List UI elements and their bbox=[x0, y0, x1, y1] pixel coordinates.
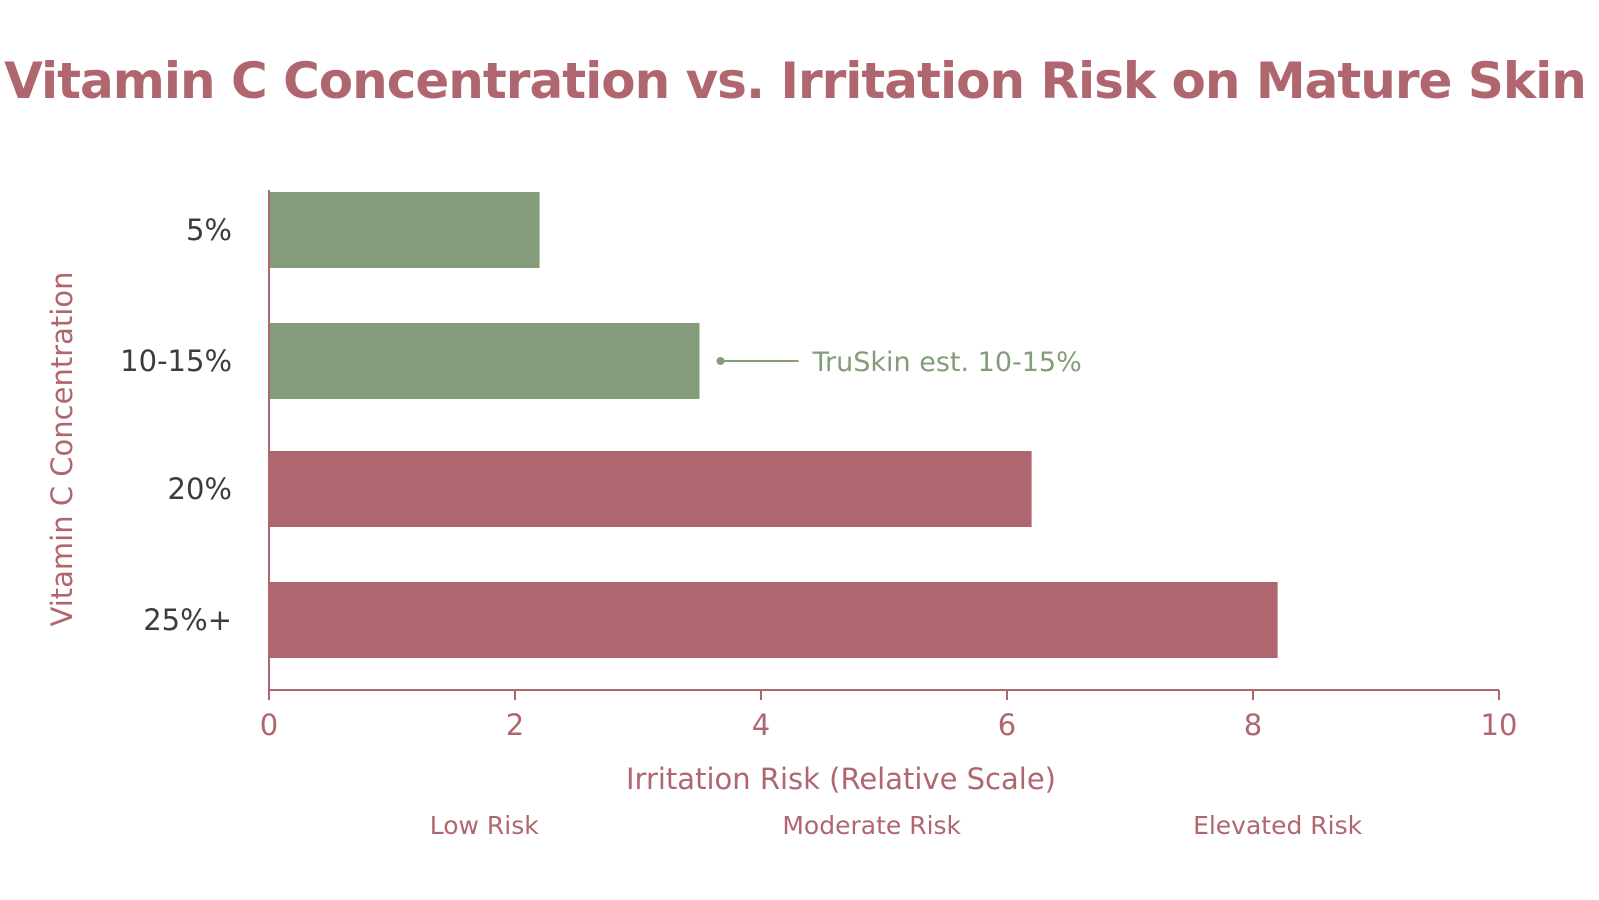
annotation-layer: TruSkin est. 10-15% bbox=[716, 347, 1082, 378]
x-tick-label-4: 4 bbox=[752, 708, 770, 742]
chart-title: Vitamin C Concentration vs. Irritation R… bbox=[4, 52, 1586, 110]
labels-layer: 5% 10-15% 20% 25%+ bbox=[120, 213, 232, 637]
axis-layer: 0 2 4 6 8 10 bbox=[260, 190, 1518, 742]
risk-band-low-risk: Low Risk bbox=[430, 811, 540, 840]
x-tick-label-8: 8 bbox=[1244, 708, 1262, 742]
category-label-10-15: 10-15% bbox=[120, 344, 232, 378]
y-axis-title: Vitamin C Concentration bbox=[45, 272, 79, 627]
risk-band-moderate-risk: Moderate Risk bbox=[782, 811, 961, 840]
annotation-label: TruSkin est. 10-15% bbox=[812, 347, 1082, 378]
x-tick-label-10: 10 bbox=[1481, 708, 1518, 742]
category-label-25: 25%+ bbox=[143, 603, 232, 637]
x-tick-label-6: 6 bbox=[998, 708, 1016, 742]
category-label-20: 20% bbox=[168, 472, 232, 506]
bars-layer bbox=[269, 192, 1278, 658]
x-axis-title: Irritation Risk (Relative Scale) bbox=[626, 762, 1056, 796]
bar-20 bbox=[269, 451, 1032, 527]
bar-25 bbox=[269, 582, 1278, 658]
bar-5 bbox=[269, 192, 540, 268]
category-label-5: 5% bbox=[186, 213, 232, 247]
x-tick-label-2: 2 bbox=[506, 708, 524, 742]
risk-band-elevated-risk: Elevated Risk bbox=[1193, 811, 1363, 840]
bar-10-15 bbox=[269, 323, 700, 399]
risk-bands-layer: Low Risk Moderate Risk Elevated Risk bbox=[430, 811, 1363, 840]
x-tick-label-0: 0 bbox=[260, 708, 278, 742]
